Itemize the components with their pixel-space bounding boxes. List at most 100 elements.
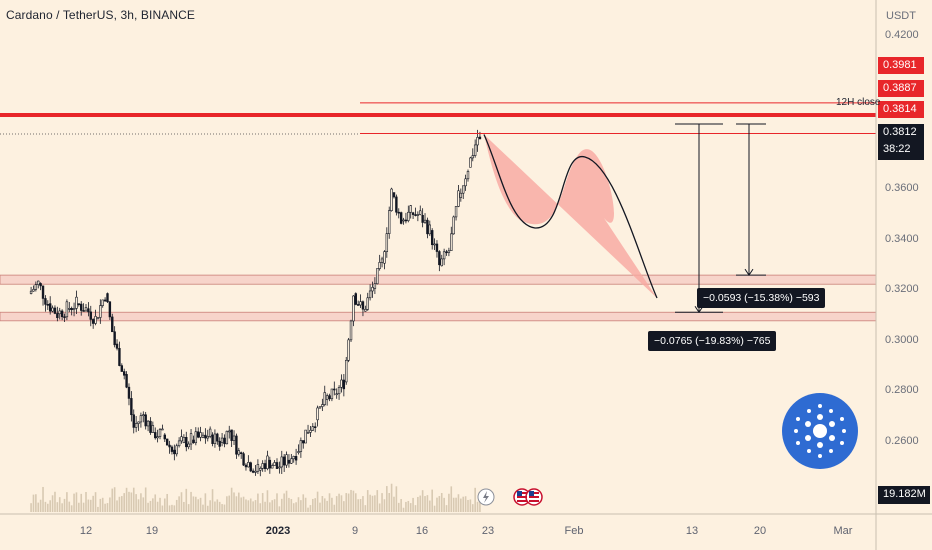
candle-body xyxy=(383,251,386,264)
candle-body xyxy=(149,420,152,433)
candle-body xyxy=(37,280,40,285)
volume-bar xyxy=(362,496,364,512)
volume-bar xyxy=(242,496,245,512)
volume-bar xyxy=(309,505,312,512)
volume-bar xyxy=(443,497,445,512)
candle-body xyxy=(299,440,303,452)
flag-stripe xyxy=(529,496,539,498)
candle-body xyxy=(275,462,279,469)
volume-bar xyxy=(479,494,481,512)
candle-body xyxy=(213,433,217,444)
candle-body xyxy=(402,219,405,222)
volume-bar xyxy=(402,507,405,512)
logo-dot xyxy=(842,429,846,433)
candle-body xyxy=(225,430,229,445)
candle-body xyxy=(445,251,448,254)
measure-label-long[interactable]: −0.0765 (−19.83%) −765 xyxy=(648,331,777,351)
candle-body xyxy=(294,456,298,461)
candle-body xyxy=(282,456,286,466)
volume-bar xyxy=(276,493,278,512)
volume-bar xyxy=(187,504,190,512)
candle-body xyxy=(457,190,460,207)
candle-body xyxy=(185,437,188,448)
volume-bar xyxy=(199,497,202,512)
volume-bar xyxy=(457,494,460,512)
candle-body xyxy=(111,316,114,333)
candle-body xyxy=(101,299,104,306)
volume-bar xyxy=(197,499,200,512)
candle-body xyxy=(411,212,415,215)
volume-bar xyxy=(240,497,242,512)
candle-body xyxy=(266,455,269,469)
candle-body xyxy=(99,305,102,318)
candle-body xyxy=(63,316,66,319)
x-tick-label: 2023 xyxy=(265,525,291,537)
volume-bar xyxy=(376,490,379,512)
volume-bar xyxy=(366,490,369,512)
candle-body xyxy=(416,214,420,216)
volume-bar xyxy=(238,492,240,512)
volume-bar xyxy=(323,498,326,512)
candle-body xyxy=(373,283,377,289)
volume-bar xyxy=(168,505,171,512)
candle-body xyxy=(423,219,427,223)
volume-bar xyxy=(113,487,116,512)
candle-body xyxy=(359,301,362,306)
y-tick-label: 0.3600 xyxy=(885,182,919,194)
y-tick-label: 0.4200 xyxy=(885,29,919,41)
volume-bar xyxy=(118,496,121,512)
candle-body xyxy=(163,434,166,440)
volume-bar xyxy=(78,502,80,512)
volume-bar xyxy=(204,493,207,512)
candle-body xyxy=(330,388,334,400)
candle-body xyxy=(70,308,73,311)
candle-body xyxy=(46,304,50,306)
candle-body xyxy=(65,301,69,318)
candle-body xyxy=(478,136,482,140)
event-badges[interactable] xyxy=(477,488,543,506)
candle-body xyxy=(158,429,162,437)
candle-body xyxy=(316,407,319,421)
volume-bar xyxy=(316,491,319,512)
volume-bar xyxy=(61,503,63,512)
candle-body xyxy=(146,420,150,427)
x-tick-label: 12 xyxy=(79,525,93,537)
currency-label: USDT xyxy=(886,10,916,22)
projection-shape[interactable] xyxy=(484,134,657,298)
candles xyxy=(29,129,482,477)
candle-body xyxy=(376,268,379,285)
x-tick-label: 23 xyxy=(481,525,495,537)
y-tick-label: 0.2600 xyxy=(885,435,919,447)
candle-body xyxy=(335,393,338,396)
y-tick-label: 0.3000 xyxy=(885,334,919,346)
resistance-lines[interactable] xyxy=(0,102,876,135)
measure-arrow-long[interactable] xyxy=(694,305,704,314)
volume-bar xyxy=(340,495,343,512)
lightning-glyph xyxy=(483,491,489,503)
candle-body xyxy=(134,423,138,428)
measure-arrow-short[interactable] xyxy=(744,268,754,277)
volume-bar xyxy=(190,491,192,512)
volume-bar xyxy=(476,501,479,512)
candle-body xyxy=(345,359,348,383)
candle-body xyxy=(247,461,250,468)
volume-bar xyxy=(30,503,32,512)
projection-curve[interactable] xyxy=(483,134,658,299)
volume-bar xyxy=(414,505,417,512)
candle-body xyxy=(407,211,410,221)
candle-body xyxy=(182,437,186,443)
volume-bar xyxy=(429,500,431,512)
volume-bar xyxy=(364,505,367,512)
price-tag-level-3: 0.3814 xyxy=(878,101,924,118)
measure-label-short[interactable]: −0.0593 (−15.38%) −593 xyxy=(697,288,826,308)
projection-drawing[interactable] xyxy=(483,123,766,314)
current-price-tag: 0.3812 xyxy=(878,124,924,141)
candle-body xyxy=(249,462,252,472)
volume-bar xyxy=(395,486,398,512)
volume-bar xyxy=(42,486,44,512)
support-zone xyxy=(0,311,877,322)
volume-bar xyxy=(97,506,99,512)
